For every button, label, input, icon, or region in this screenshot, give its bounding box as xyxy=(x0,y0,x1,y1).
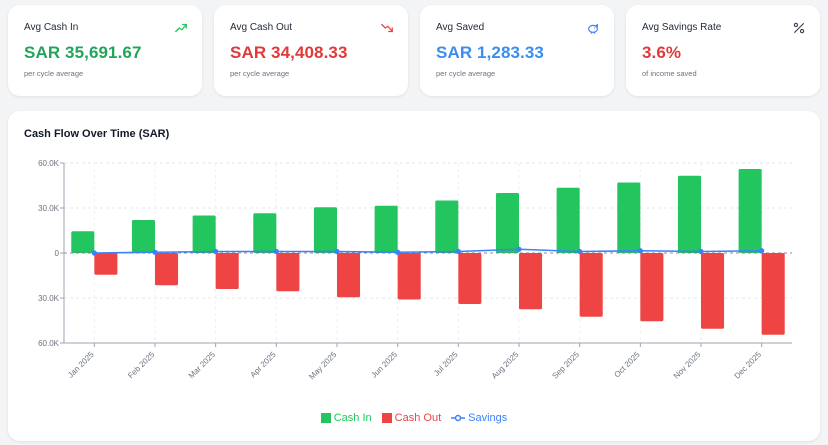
bar-cash-out xyxy=(579,253,603,317)
avg-cash-in-card: Avg Cash In SAR 35,691.67 per cycle aver… xyxy=(8,5,202,96)
y-tick-label: 30.0K xyxy=(38,294,60,303)
bar-cash-in xyxy=(738,169,762,253)
savings-point xyxy=(637,248,643,254)
savings-point xyxy=(395,249,401,255)
trending-down-icon xyxy=(381,23,393,33)
savings-point xyxy=(213,248,219,255)
savings-point xyxy=(273,248,279,255)
legend-label: Cash In xyxy=(333,412,372,424)
x-tick-label: Sep 2025 xyxy=(550,350,581,381)
legend-swatch-cash-in xyxy=(320,413,331,423)
bar-cash-out xyxy=(215,253,239,289)
bar-cash-in xyxy=(495,193,519,253)
summary-cards: Avg Cash In SAR 35,691.67 per cycle aver… xyxy=(8,5,820,96)
savings-point xyxy=(455,248,461,255)
bar-cash-in xyxy=(677,175,701,253)
y-tick-label: 30.0K xyxy=(38,204,60,213)
legend-savings[interactable]: Savings xyxy=(451,412,507,424)
savings-point xyxy=(759,248,765,254)
card-subtitle: per cycle average xyxy=(24,69,84,78)
bar-cash-in xyxy=(313,207,337,253)
legend-swatch-savings xyxy=(451,414,466,422)
card-subtitle: per cycle average xyxy=(436,69,496,78)
bar-cash-in xyxy=(374,205,398,253)
bar-cash-out xyxy=(458,253,482,304)
card-title: Avg Cash Out xyxy=(230,22,293,33)
card-value: SAR 1,283.33 xyxy=(436,43,544,62)
cash-flow-chart-panel: Cash Flow Over Time (SAR) 60.0K 30.0K 0 30.… xyxy=(8,111,820,441)
x-tick-label: Aug 2025 xyxy=(490,350,521,381)
savings-point xyxy=(698,248,704,255)
legend-cash-in[interactable]: Cash In xyxy=(320,412,372,424)
x-tick-label: Jan 2025 xyxy=(66,350,96,380)
card-subtitle: of income saved xyxy=(642,69,697,78)
y-tick-label: 0 xyxy=(55,249,60,258)
piggy-bank-icon xyxy=(588,23,598,34)
bar-cash-in xyxy=(435,200,459,253)
bar-cash-in xyxy=(253,213,277,253)
x-tick-label: Apr 2025 xyxy=(248,350,278,380)
bar-cash-out xyxy=(397,253,421,300)
x-tick-label: Jul 2025 xyxy=(432,350,460,378)
bar-cash-out xyxy=(94,253,118,275)
legend-cash-out[interactable]: Cash Out xyxy=(381,412,442,424)
bar-cash-in xyxy=(131,220,155,253)
bar-cash-in xyxy=(71,231,95,253)
x-tick-label: Jun 2025 xyxy=(369,350,399,380)
x-tick-label: Oct 2025 xyxy=(612,350,642,380)
card-title: Avg Cash In xyxy=(24,22,79,33)
bar-cash-out xyxy=(640,253,664,322)
savings-point xyxy=(577,248,583,255)
card-value: 3.6% xyxy=(642,43,682,62)
card-value: SAR 34,408.33 xyxy=(230,43,348,62)
bar-cash-out xyxy=(519,253,543,310)
card-title: Avg Saved xyxy=(436,22,485,33)
chart-title: Cash Flow Over Time (SAR) xyxy=(24,128,170,140)
bar-cash-in xyxy=(617,182,641,253)
legend-swatch-cash-out xyxy=(381,413,392,423)
card-subtitle: per cycle average xyxy=(230,69,290,78)
bar-cash-out xyxy=(155,253,179,286)
savings-point xyxy=(91,250,97,256)
legend-label: Savings xyxy=(468,412,508,424)
bar-cash-out xyxy=(701,253,725,329)
percent-icon xyxy=(793,22,805,34)
x-tick-label: Feb 2025 xyxy=(126,350,157,381)
avg-savings-rate-card: Avg Savings Rate 3.6% of income saved xyxy=(626,5,820,96)
cash-flow-chart: 60.0K 30.0K 0 30.0K 60.0K Jan 2025 Feb 2025 Mar… xyxy=(38,159,792,382)
bar-cash-out xyxy=(761,253,785,335)
y-tick-label: 60.0K xyxy=(38,159,60,168)
x-tick-label: Nov 2025 xyxy=(672,350,703,381)
bar-cash-in xyxy=(192,215,216,253)
bar-cash-out xyxy=(337,253,361,298)
card-value: SAR 35,691.67 xyxy=(24,43,142,62)
savings-point xyxy=(516,246,522,252)
avg-cash-out-card: Avg Cash Out SAR 34,408.33 per cycle ave… xyxy=(214,5,408,96)
bar-cash-in xyxy=(556,187,580,253)
legend-label: Cash Out xyxy=(394,412,442,424)
bar-cash-out xyxy=(276,253,300,292)
x-tick-label: Mar 2025 xyxy=(187,350,218,381)
x-tick-label: Dec 2025 xyxy=(732,350,763,381)
savings-point xyxy=(334,248,340,255)
y-tick-label: 60.0K xyxy=(38,339,60,348)
trending-up-icon xyxy=(175,23,187,33)
x-tick-label: May 2025 xyxy=(307,350,339,382)
chart-legend: Cash In Cash Out Savings xyxy=(8,412,820,424)
savings-line xyxy=(94,248,762,254)
avg-saved-card: Avg Saved SAR 1,283.33 per cycle average xyxy=(420,5,614,96)
savings-point xyxy=(152,249,158,255)
card-title: Avg Savings Rate xyxy=(642,22,722,33)
